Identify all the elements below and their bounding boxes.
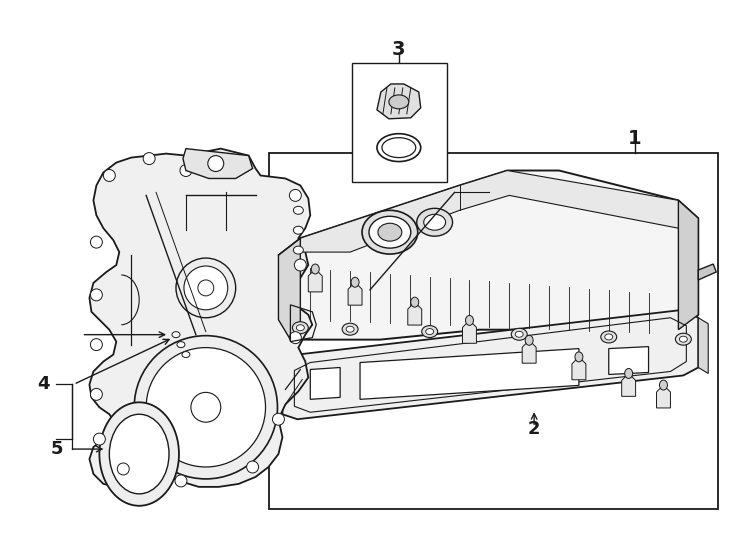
Ellipse shape	[294, 226, 303, 234]
Text: 1: 1	[628, 129, 642, 148]
Ellipse shape	[292, 322, 308, 334]
Ellipse shape	[424, 214, 446, 230]
Ellipse shape	[351, 278, 359, 287]
Ellipse shape	[659, 380, 667, 390]
Polygon shape	[656, 388, 670, 408]
Ellipse shape	[294, 259, 306, 271]
Ellipse shape	[680, 336, 687, 342]
Ellipse shape	[247, 461, 258, 473]
Polygon shape	[283, 310, 698, 419]
Polygon shape	[408, 305, 422, 325]
Polygon shape	[310, 368, 340, 400]
Ellipse shape	[117, 463, 129, 475]
Ellipse shape	[99, 402, 179, 506]
Ellipse shape	[90, 236, 102, 248]
Ellipse shape	[182, 352, 190, 357]
Ellipse shape	[294, 246, 303, 254]
Ellipse shape	[417, 208, 453, 236]
Ellipse shape	[294, 206, 303, 214]
Ellipse shape	[526, 335, 533, 345]
Ellipse shape	[369, 217, 411, 248]
Polygon shape	[698, 264, 716, 280]
Ellipse shape	[362, 210, 418, 254]
Polygon shape	[278, 238, 300, 340]
Ellipse shape	[272, 413, 285, 425]
Ellipse shape	[191, 393, 221, 422]
Polygon shape	[348, 285, 362, 305]
Bar	[352, 63, 446, 183]
Ellipse shape	[297, 325, 305, 330]
Ellipse shape	[515, 331, 523, 338]
Ellipse shape	[346, 326, 354, 332]
Ellipse shape	[575, 352, 583, 362]
Ellipse shape	[143, 153, 155, 165]
Ellipse shape	[377, 134, 421, 161]
Ellipse shape	[675, 333, 691, 345]
Ellipse shape	[90, 388, 102, 400]
Bar	[269, 153, 718, 509]
Ellipse shape	[382, 138, 415, 158]
Polygon shape	[698, 318, 708, 374]
Polygon shape	[572, 360, 586, 380]
Ellipse shape	[411, 297, 418, 307]
Ellipse shape	[289, 190, 302, 201]
Ellipse shape	[389, 95, 409, 109]
Text: 2: 2	[528, 420, 540, 438]
Ellipse shape	[90, 339, 102, 350]
Polygon shape	[183, 148, 252, 179]
Polygon shape	[90, 148, 312, 487]
Ellipse shape	[219, 157, 232, 168]
Ellipse shape	[176, 258, 236, 318]
Ellipse shape	[601, 331, 617, 343]
Polygon shape	[278, 171, 698, 255]
Ellipse shape	[177, 342, 185, 348]
Ellipse shape	[422, 326, 437, 338]
Ellipse shape	[342, 323, 358, 335]
Ellipse shape	[198, 280, 214, 296]
Ellipse shape	[378, 223, 401, 241]
Polygon shape	[377, 84, 421, 119]
Text: 3: 3	[392, 39, 406, 59]
Polygon shape	[678, 200, 698, 330]
Text: 5: 5	[51, 440, 63, 458]
Ellipse shape	[172, 332, 180, 338]
Ellipse shape	[93, 433, 106, 445]
Ellipse shape	[184, 266, 228, 310]
Ellipse shape	[146, 348, 266, 467]
Ellipse shape	[180, 165, 192, 177]
Ellipse shape	[109, 414, 169, 494]
Text: 4: 4	[37, 375, 50, 394]
Polygon shape	[622, 376, 636, 396]
Ellipse shape	[465, 315, 473, 326]
Polygon shape	[462, 323, 476, 343]
Ellipse shape	[175, 475, 187, 487]
Ellipse shape	[90, 289, 102, 301]
Ellipse shape	[289, 332, 302, 343]
Polygon shape	[278, 171, 698, 340]
Polygon shape	[522, 343, 536, 363]
Ellipse shape	[103, 170, 115, 181]
Polygon shape	[308, 272, 322, 292]
Ellipse shape	[625, 368, 633, 379]
Ellipse shape	[134, 336, 277, 479]
Ellipse shape	[605, 334, 613, 340]
Polygon shape	[608, 347, 649, 374]
Ellipse shape	[426, 329, 434, 335]
Ellipse shape	[311, 264, 319, 274]
Polygon shape	[360, 349, 579, 400]
Ellipse shape	[208, 156, 224, 172]
Ellipse shape	[512, 328, 527, 340]
